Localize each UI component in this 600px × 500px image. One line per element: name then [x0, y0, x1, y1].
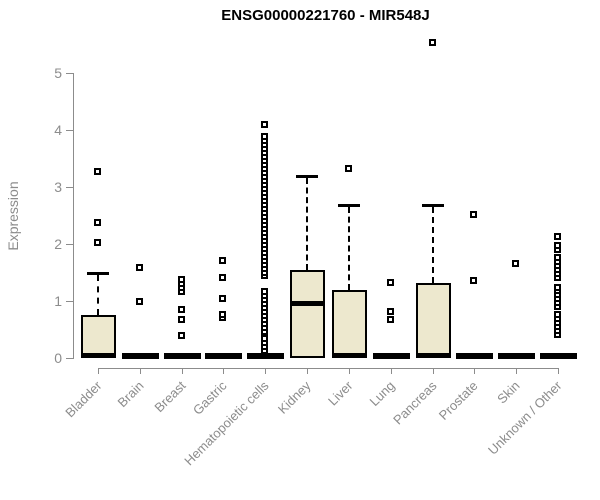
- outlier-point-lung: [386, 315, 394, 323]
- y-axis-tick: [66, 244, 73, 245]
- collapsed-box-lung: [372, 353, 410, 359]
- y-axis-tick-label: 4: [54, 122, 62, 138]
- x-axis-tick: [265, 368, 267, 374]
- outlier-point-brain: [135, 298, 143, 306]
- outlier-point-lung: [386, 278, 394, 286]
- collapsed-box-unknown-other: [540, 353, 578, 359]
- outlier-point-bladder: [94, 238, 101, 246]
- x-axis-tick: [181, 368, 183, 374]
- x-axis-tick: [474, 368, 476, 374]
- collapsed-box-brain: [121, 353, 159, 359]
- upper-whisker-cap-kidney: [296, 175, 319, 179]
- x-axis-tick: [390, 368, 392, 374]
- outlier-point-hematopoietic-cells: [261, 121, 269, 129]
- y-axis-tick-label: 5: [54, 65, 62, 81]
- y-axis-tick: [66, 301, 73, 302]
- collapsed-box-hematopoietic-cells: [247, 353, 285, 359]
- median-liver: [331, 353, 367, 358]
- x-axis-tick: [307, 368, 309, 374]
- x-axis-tick: [516, 368, 518, 374]
- outlier-point-breast: [177, 306, 185, 314]
- box-bladder: [81, 315, 116, 358]
- x-axis-line: [98, 368, 560, 369]
- y-axis-line: [73, 73, 74, 359]
- x-axis-tick: [98, 368, 99, 374]
- outlier-point-hematopoietic-cells: [261, 335, 269, 343]
- outlier-point-hematopoietic-cells: [261, 132, 269, 140]
- x-axis-tick: [348, 368, 350, 374]
- collapsed-box-gastric: [205, 353, 243, 359]
- x-axis-tick: [432, 368, 434, 374]
- median-bladder: [81, 353, 116, 358]
- outlier-point-unknown-other: [554, 254, 562, 262]
- outlier-point-lung: [386, 307, 394, 315]
- collapsed-box-breast: [163, 353, 201, 359]
- outlier-point-gastric: [219, 311, 227, 319]
- y-axis-tick: [66, 187, 73, 188]
- upper-whisker-cap-pancreas: [421, 204, 444, 208]
- y-axis-tick-label: 2: [54, 236, 62, 252]
- outlier-point-bladder: [94, 218, 101, 226]
- outlier-point-skin: [512, 259, 520, 267]
- outlier-point-prostate: [470, 277, 478, 285]
- upper-whisker-kidney: [306, 178, 309, 271]
- collapsed-box-prostate: [456, 353, 494, 359]
- chart-title: ENSG00000221760 - MIR548J: [221, 7, 430, 24]
- outlier-point-brain: [135, 263, 143, 271]
- y-axis-tick-label: 1: [54, 293, 62, 309]
- outlier-point-bladder: [94, 168, 101, 176]
- y-axis-tick-label: 3: [54, 179, 62, 195]
- x-axis-tick: [139, 368, 141, 374]
- outlier-point-prostate: [470, 210, 478, 218]
- y-axis-tick: [66, 73, 73, 74]
- collapsed-box-skin: [498, 353, 536, 359]
- box-liver: [331, 290, 367, 358]
- box-pancreas: [415, 282, 451, 358]
- outlier-point-gastric: [219, 257, 227, 265]
- x-axis-tick: [223, 368, 225, 374]
- upper-whisker-cap-bladder: [87, 272, 109, 276]
- x-axis-tick: [558, 368, 560, 374]
- y-axis-tick-label: 0: [54, 350, 62, 366]
- outlier-point-unknown-other: [554, 242, 562, 250]
- outlier-point-unknown-other: [554, 233, 562, 241]
- box-kidney: [290, 270, 326, 358]
- median-kidney: [290, 301, 326, 307]
- outlier-point-breast: [177, 315, 185, 323]
- outlier-point-unknown-other: [554, 311, 562, 319]
- y-axis-tick: [66, 358, 73, 359]
- upper-whisker-cap-liver: [337, 204, 360, 208]
- upper-whisker-liver: [347, 207, 350, 291]
- outlier-point-liver: [344, 164, 352, 172]
- upper-whisker-bladder: [97, 275, 99, 316]
- outlier-point-gastric: [219, 294, 227, 302]
- upper-whisker-pancreas: [431, 207, 434, 283]
- median-pancreas: [415, 353, 451, 358]
- outlier-point-breast: [177, 331, 185, 339]
- outlier-point-gastric: [219, 274, 227, 282]
- y-axis-label: Expression: [5, 181, 21, 251]
- outlier-point-breast: [177, 275, 185, 283]
- outlier-point-hematopoietic-cells: [261, 287, 269, 295]
- y-axis-tick: [66, 130, 73, 131]
- outlier-point-pancreas: [428, 38, 436, 46]
- outlier-point-unknown-other: [554, 283, 562, 291]
